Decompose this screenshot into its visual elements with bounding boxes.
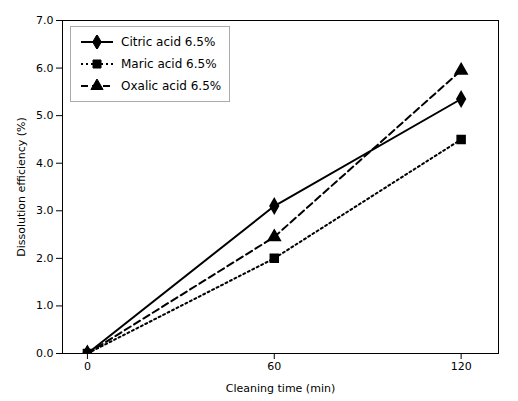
html-text:Oxalic acid 6.5%: Oxalic acid 6.5% xyxy=(121,79,222,93)
svg-text:Dissolution efficiency (%): Dissolution efficiency (%) xyxy=(15,117,28,257)
svg-text:0.0: 0.0 xyxy=(36,347,54,360)
svg-text:4.0: 4.0 xyxy=(36,157,54,170)
svg-text:5.0: 5.0 xyxy=(36,109,54,122)
svg-text:7.0: 7.0 xyxy=(36,14,54,27)
html-text:Maric acid 6.5%: Maric acid 6.5% xyxy=(121,57,217,71)
svg-text:6.0: 6.0 xyxy=(36,62,54,75)
svg-text:0: 0 xyxy=(84,360,91,373)
svg-text:Cleaning time (min): Cleaning time (min) xyxy=(226,382,335,395)
svg-text:3.0: 3.0 xyxy=(36,204,54,217)
svg-text:120: 120 xyxy=(451,360,472,373)
html-text:Citric acid 6.5%: Citric acid 6.5% xyxy=(121,35,216,49)
svg-text:60: 60 xyxy=(267,360,281,373)
svg-text:2.0: 2.0 xyxy=(36,252,54,265)
svg-text:1.0: 1.0 xyxy=(36,299,54,312)
